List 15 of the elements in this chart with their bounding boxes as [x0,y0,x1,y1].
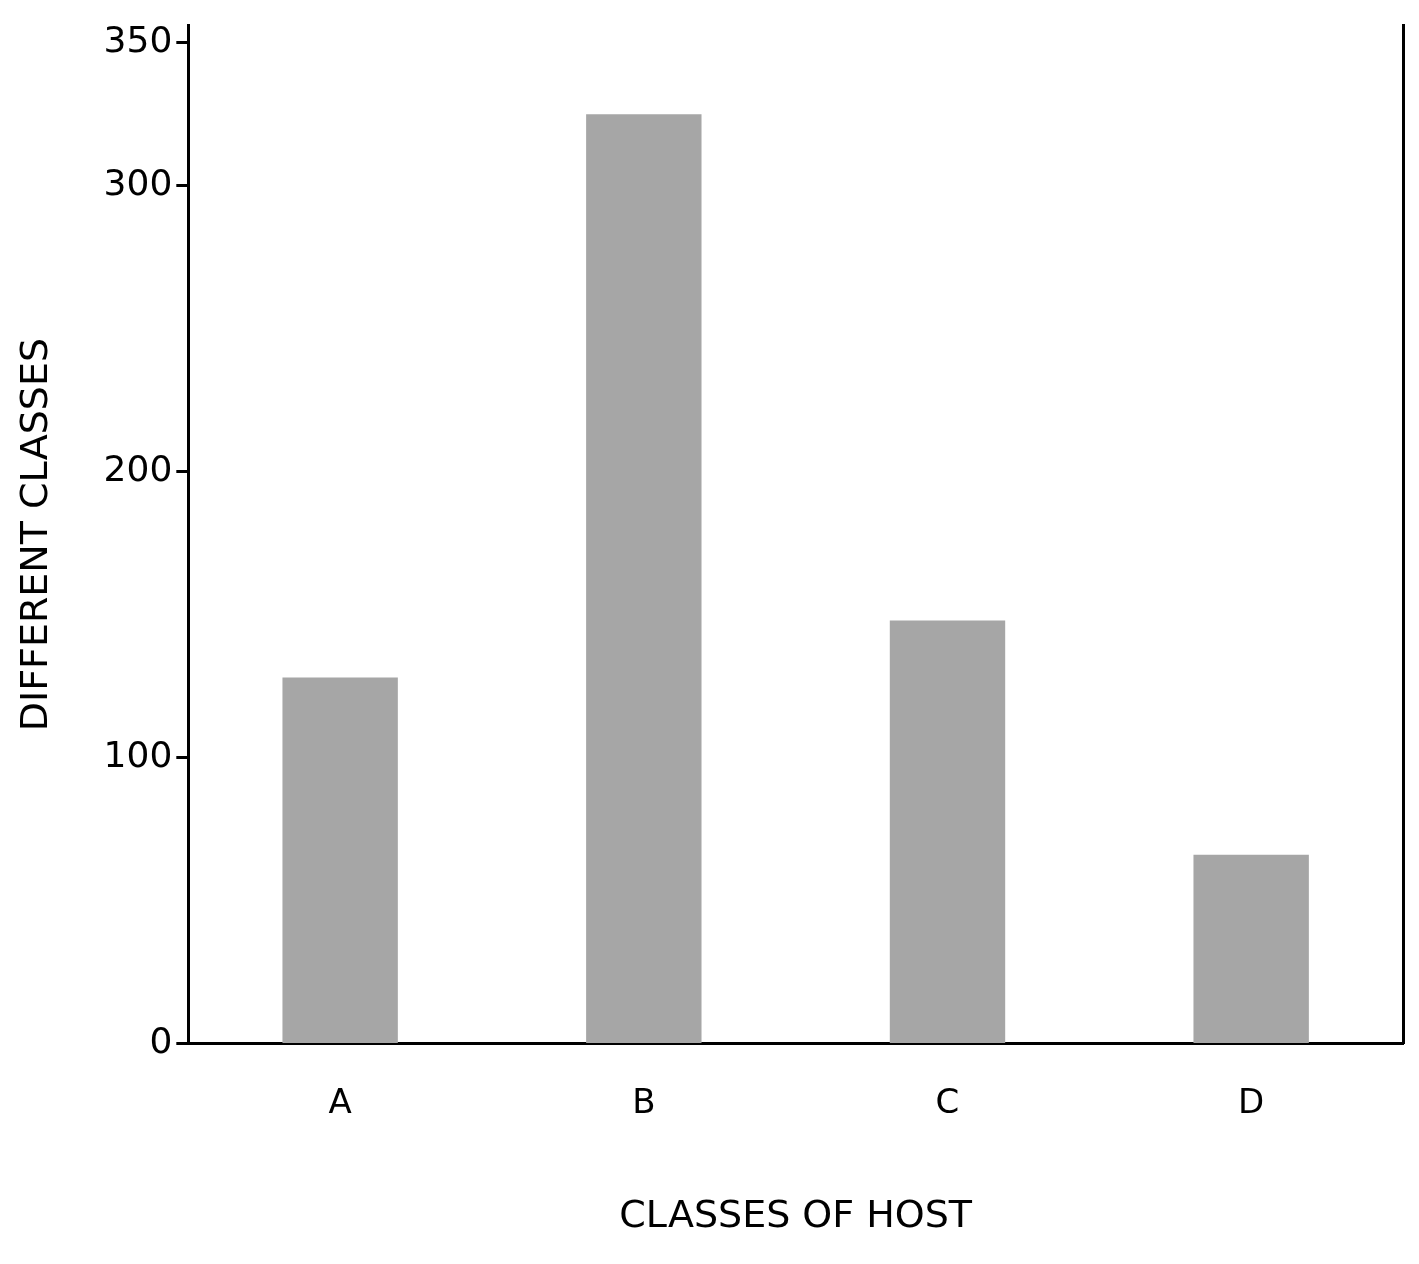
y-tick-label: 350 [103,19,173,61]
y-tick-label: 200 [103,448,173,490]
bar [889,620,1006,1044]
bar [1193,854,1309,1044]
x-tick-label: C [935,1080,960,1121]
x-tick-label: B [632,1080,656,1121]
y-tick-label: 100 [103,734,173,775]
x-tick-label: A [328,1080,352,1121]
y-tick-label: 0 [149,1019,173,1061]
y-axis-title: DIFFERENT CLASSES [11,337,56,732]
x-tick-label: D [1238,1080,1265,1121]
bar [282,677,398,1044]
x-axis-title: CLASSES OF HOST [619,1192,973,1237]
y-tick-label: 300 [103,162,173,204]
bar [586,114,702,1044]
